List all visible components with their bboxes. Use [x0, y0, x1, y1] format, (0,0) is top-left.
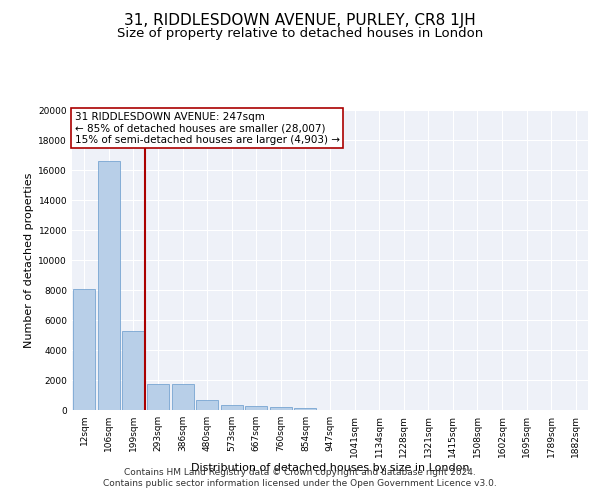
- Bar: [295, 408, 316, 410]
- Text: Size of property relative to detached houses in London: Size of property relative to detached ho…: [117, 28, 483, 40]
- Bar: [245, 406, 268, 410]
- Text: Contains HM Land Registry data © Crown copyright and database right 2024.
Contai: Contains HM Land Registry data © Crown c…: [103, 468, 497, 487]
- Bar: [221, 405, 243, 410]
- Bar: [73, 288, 95, 410]
- Text: 31, RIDDLESDOWN AVENUE, PURLEY, CR8 1JH: 31, RIDDLESDOWN AVENUE, PURLEY, CR8 1JH: [124, 12, 476, 28]
- Bar: [98, 161, 120, 410]
- Y-axis label: Number of detached properties: Number of detached properties: [24, 172, 34, 348]
- Bar: [270, 407, 292, 410]
- Bar: [122, 330, 145, 410]
- Bar: [147, 384, 169, 410]
- Bar: [196, 400, 218, 410]
- Text: 31 RIDDLESDOWN AVENUE: 247sqm
← 85% of detached houses are smaller (28,007)
15% : 31 RIDDLESDOWN AVENUE: 247sqm ← 85% of d…: [74, 112, 340, 144]
- Bar: [172, 384, 194, 410]
- X-axis label: Distribution of detached houses by size in London: Distribution of detached houses by size …: [191, 462, 469, 472]
